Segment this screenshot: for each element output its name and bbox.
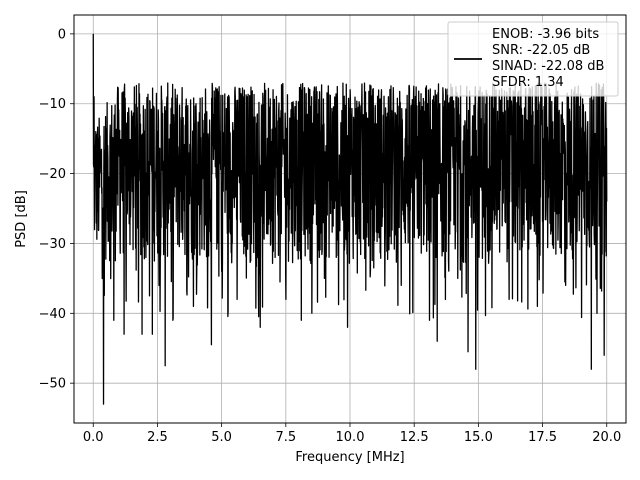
y-tick-label: −50 (39, 377, 66, 392)
y-tick-label: 0 (58, 27, 66, 42)
x-tick-label: 7.5 (275, 430, 296, 445)
legend-line-enob: ENOB: -3.96 bits (492, 27, 599, 42)
legend: ENOB: -3.96 bits SNR: -22.05 dB SINAD: -… (447, 21, 619, 97)
y-tick-label: −40 (39, 307, 66, 322)
x-tick-label: 12.5 (400, 430, 429, 445)
x-tick-label: 5.0 (211, 430, 232, 445)
x-tick-label: 0.0 (83, 430, 104, 445)
x-tick-label: 15.0 (464, 430, 493, 445)
x-tick-label: 20.0 (592, 430, 621, 445)
x-tick-label: 10.0 (336, 430, 365, 445)
plot-area (92, 33, 608, 405)
x-axis-ticks: 0.0 2.5 5.0 7.5 10.0 12.5 15.0 17.5 20.0 (83, 423, 621, 445)
legend-line-sinad: SINAD: -22.08 dB (492, 59, 604, 74)
legend-box (447, 21, 619, 97)
y-axis-label: PSD [dB] (14, 190, 29, 248)
x-tick-label: 17.5 (528, 430, 557, 445)
x-tick-label: 2.5 (147, 430, 168, 445)
x-axis-label: Frequency [MHz] (295, 450, 404, 465)
y-axis-ticks: 0 −10 −20 −30 −40 −50 (39, 27, 74, 392)
series-line-psd (92, 33, 608, 405)
y-tick-label: −30 (39, 237, 66, 252)
legend-line-sfdr: SFDR: 1.34 (492, 75, 564, 90)
y-tick-label: −20 (39, 167, 66, 182)
legend-line-snr: SNR: -22.05 dB (492, 43, 590, 58)
y-tick-label: −10 (39, 97, 66, 112)
